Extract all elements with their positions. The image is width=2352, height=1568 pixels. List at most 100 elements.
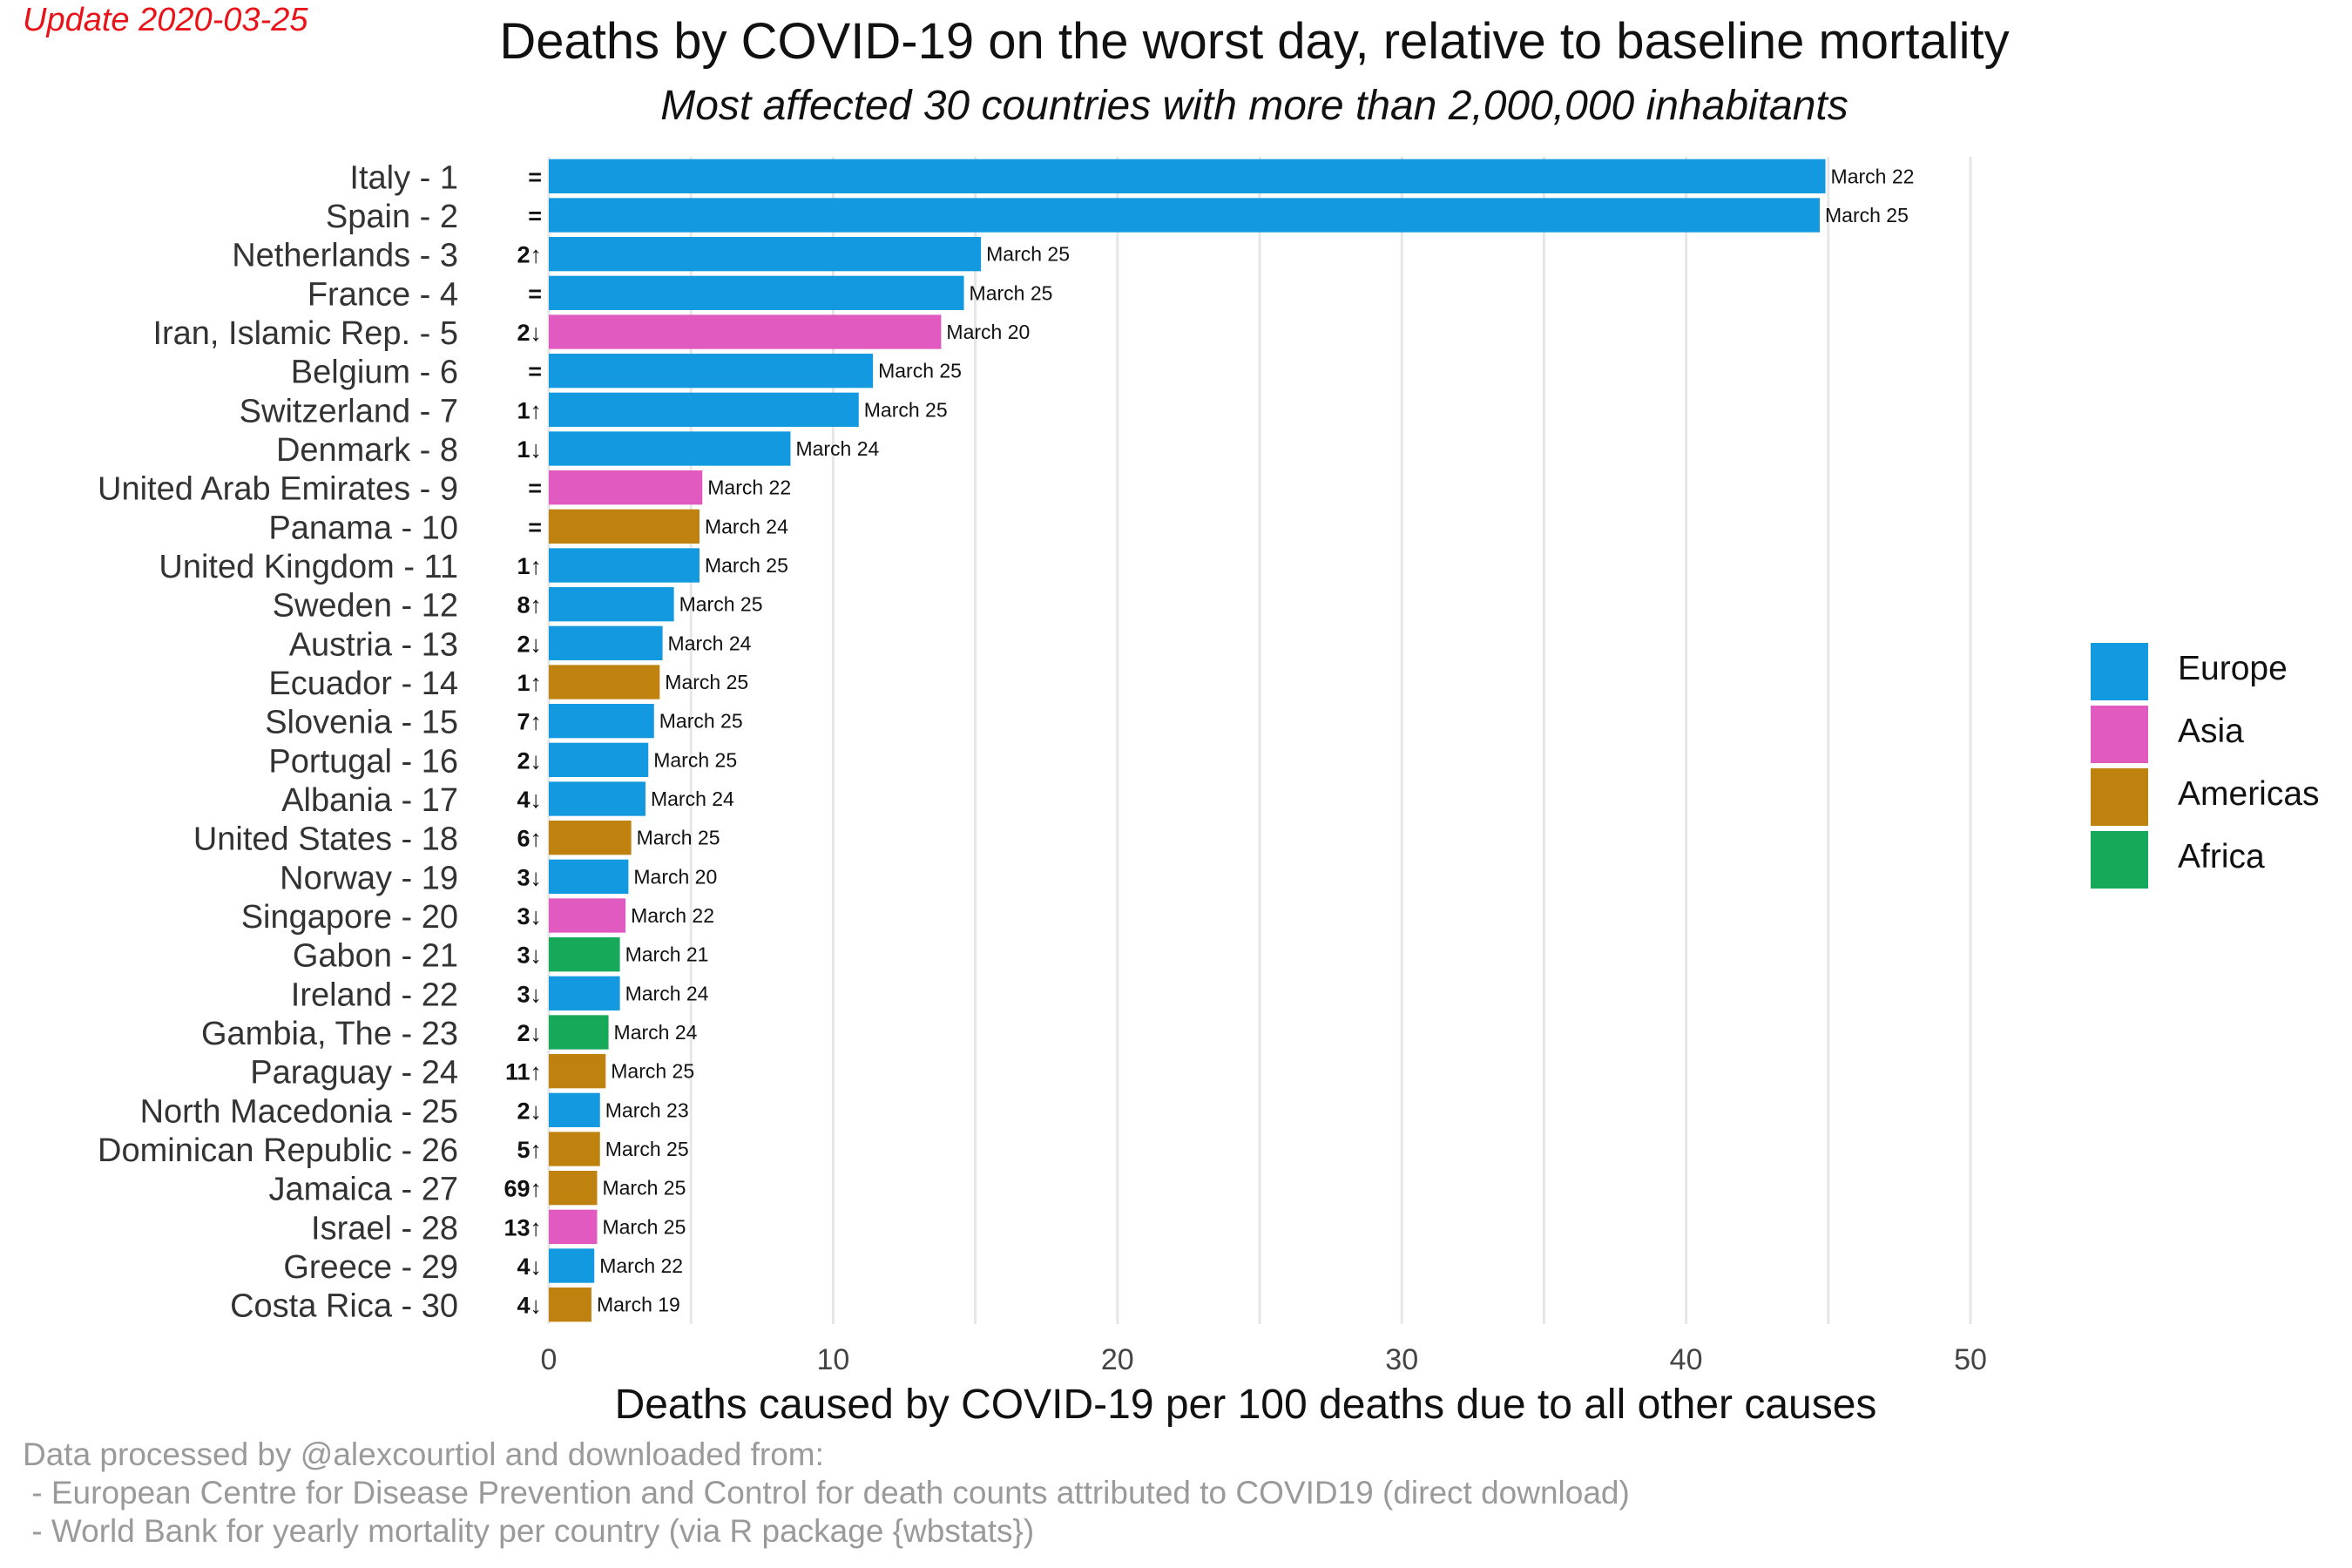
bar [549,314,942,349]
rank-change-label: 5↑ [517,1137,542,1163]
bar [549,898,626,933]
category-label: France - 4 [308,276,458,313]
category-label: Switzerland - 7 [240,393,458,429]
legend-swatch-americas [2091,768,2148,826]
rank-change-label: 1↑ [517,670,542,696]
rank-change-label: 2↓ [517,320,542,346]
rank-change-label: = [528,203,542,229]
bar-date-label: March 21 [625,943,709,966]
source-line-1: Data processed by @alexcourtiol and down… [23,1436,824,1472]
bar [549,198,1821,233]
rank-change-label: 4↓ [517,1293,542,1319]
rank-change-label: 1↓ [517,436,542,463]
bar-date-label: March 24 [625,982,709,1004]
bar-date-label: March 25 [705,554,788,577]
source-line-2: - European Centre for Disease Prevention… [23,1475,1630,1511]
category-label: Sweden - 12 [273,588,458,625]
rank-change-label: = [528,476,542,502]
bar [549,548,700,583]
legend-label-americas: Americas [2178,775,2320,813]
bar [549,1288,591,1322]
bar [549,976,620,1010]
bar [549,470,703,505]
bar-date-label: March 25 [659,710,743,733]
bars: March 22 March 25 March 25 March 25 March 20… [549,159,1914,1322]
bar [549,392,859,427]
update-label: Update 2020-03-25 [23,2,308,38]
bar-date-label: March 25 [986,243,1070,266]
category-label: Belgium - 6 [291,355,458,391]
rank-change-label: = [528,514,542,540]
bar-date-label: March 25 [602,1177,686,1200]
source-note: Data processed by @alexcourtiol and down… [23,1436,1630,1551]
bar-date-label: March 25 [605,1138,689,1160]
chart-title: Deaths by COVID-19 on the worst day, rel… [499,13,2010,70]
category-label: United Arab Emirates - 9 [98,471,458,508]
x-tick-label: 0 [541,1343,558,1376]
category-label: Panama - 10 [268,510,458,546]
legend-swatch-europe [2091,643,2148,700]
rank-change-label: 11↑ [505,1059,542,1085]
bar [549,237,982,272]
bar [549,937,620,972]
bar-date-label: March 24 [795,437,879,460]
category-labels: = Italy - 1 = Spain - 2 2↑ Netherlands - 3 = Fr… [98,159,542,1324]
category-label: Austria - 13 [289,626,458,663]
bar-date-label: March 25 [665,671,748,693]
bar [549,159,1826,193]
bar-date-label: March 24 [651,787,734,810]
rank-change-label: = [528,164,542,190]
bar [549,275,964,310]
bar-date-label: March 25 [611,1060,694,1083]
rank-change-label: 69↑ [504,1176,542,1202]
rank-change-label: 2↓ [517,747,542,774]
bar-date-label: March 23 [605,1098,689,1121]
category-label: Greece - 29 [283,1249,458,1286]
category-label: Ireland - 22 [291,977,458,1013]
legend-label-africa: Africa [2178,838,2265,875]
bar [549,1092,600,1127]
category-label: Gambia, The - 23 [201,1016,458,1052]
x-tick-label: 20 [1101,1343,1134,1376]
rank-change-label: 7↑ [517,709,542,735]
category-label: Iran, Islamic Rep. - 5 [152,315,458,352]
bar [549,665,660,700]
bar-date-label: March 24 [614,1021,698,1044]
bar [549,781,645,816]
category-label: Albania - 17 [281,782,458,819]
bar [549,704,654,739]
category-label: Slovenia - 15 [265,705,458,741]
category-label: Costa Rica - 30 [230,1288,458,1325]
x-axis-label: Deaths caused by COVID-19 per 100 deaths… [615,1382,1877,1428]
bar-date-label: March 25 [653,748,737,771]
bar-date-label: March 20 [946,321,1030,343]
category-label: Norway - 19 [280,860,458,896]
rank-change-label: 2↓ [517,1020,542,1046]
bar-date-label: March 19 [597,1294,680,1316]
x-tick-label: 40 [1670,1343,1703,1376]
rank-change-label: 2↑ [517,242,542,268]
category-label: Israel - 28 [311,1210,458,1247]
rank-change-label: 4↓ [517,1254,542,1280]
rank-change-label: 4↓ [517,787,542,813]
chart-subtitle: Most affected 30 countries with more tha… [660,83,1848,129]
rank-change-label: 3↓ [517,864,542,890]
category-label: United Kingdom - 11 [159,549,458,585]
category-label: Paraguay - 24 [250,1055,458,1092]
bar [549,509,700,544]
bar [549,742,649,777]
bar [549,1248,595,1283]
bar [549,821,632,855]
category-label: Gabon - 21 [293,938,458,975]
rank-change-label: 3↓ [517,903,542,929]
category-label: Netherlands - 3 [232,238,458,274]
x-tick-label: 30 [1385,1343,1418,1376]
rank-change-label: 1↑ [517,397,542,423]
rank-change-label: 3↓ [517,943,542,969]
bar-date-label: March 24 [705,515,788,537]
category-label: Ecuador - 14 [268,666,458,702]
rank-change-label: 2↓ [517,1098,542,1124]
category-label: Spain - 2 [326,199,458,235]
bar-date-label: March 20 [633,865,717,888]
